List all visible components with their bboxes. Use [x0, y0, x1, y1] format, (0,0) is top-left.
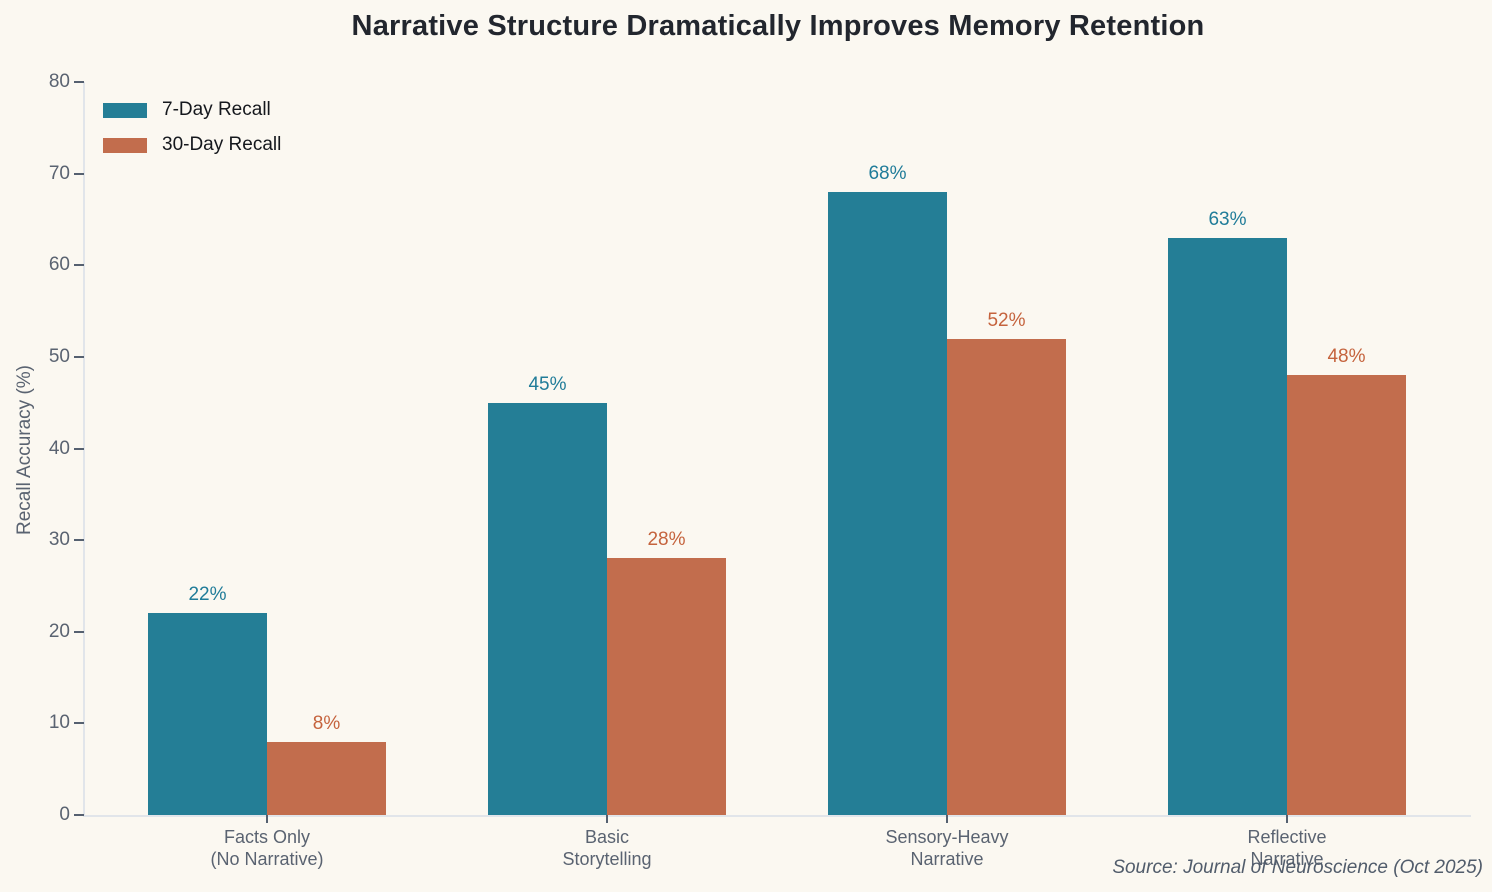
bar-7-day-recall-2: [828, 191, 947, 815]
bar-7-day-recall-3: [1168, 237, 1287, 815]
y-tick-label-80: 80: [48, 71, 70, 92]
legend: 7-Day Recall 30-Day Recall: [103, 99, 281, 156]
y-axis-spine: [83, 82, 85, 817]
category-label-0: Facts Only (No Narrative): [210, 827, 324, 869]
legend-item-7-day-recall: 7-Day Recall: [103, 99, 281, 121]
y-tick-mark-40: [74, 447, 84, 450]
bar-value-label-1-0: 8%: [312, 712, 341, 734]
legend-label-30-day-recall: 30-Day Recall: [162, 134, 282, 155]
bar-30-day-recall-1: [607, 558, 726, 815]
y-tick-label-60: 60: [48, 254, 70, 276]
bar-7-day-recall-1: [488, 402, 607, 815]
x-tick-mark-0: [266, 815, 268, 823]
legend-item-30-day-recall: 30-Day Recall: [103, 134, 281, 156]
category-label-2: Sensory-Heavy Narrative: [885, 827, 1009, 869]
plot-area: 0 10 20 30 40 50 60 70 80 Facts Only (No Narrativ…: [49, 71, 1471, 869]
y-tick-mark-80: [74, 81, 84, 83]
chart-title: Narrative Structure Dramatically Improve…: [351, 10, 1205, 42]
y-tick-mark-0: [74, 814, 84, 816]
y-tick-label-50: 50: [48, 345, 70, 367]
y-tick-mark-60: [74, 264, 84, 267]
y-tick-label-30: 30: [48, 529, 70, 551]
x-axis-spine: [83, 815, 1471, 817]
y-tick-label-40: 40: [48, 437, 70, 459]
y-tick-mark-50: [74, 355, 84, 358]
bar-value-label-0-0: 22%: [188, 584, 227, 606]
bar-value-label-1-2: 52%: [987, 309, 1026, 331]
bar-30-day-recall-2: [947, 338, 1066, 815]
x-tick-mark-1: [606, 815, 608, 823]
y-tick-mark-70: [74, 172, 84, 175]
x-tick-mark-3: [1286, 815, 1288, 823]
bar-7-day-recall-0: [148, 613, 267, 815]
y-tick-label-0: 0: [59, 804, 70, 825]
bar-value-label-1-1: 28%: [647, 529, 686, 551]
x-tick-mark-2: [946, 815, 948, 823]
source-note: Source: Journal of Neuroscience (Oct 202…: [1112, 857, 1483, 878]
bar-value-label-0-2: 68%: [868, 162, 907, 184]
y-tick-label-10: 10: [48, 712, 70, 734]
y-tick-mark-30: [74, 539, 84, 542]
bar-value-label-0-3: 63%: [1208, 208, 1247, 230]
y-tick-mark-20: [74, 630, 84, 633]
legend-swatch-7-day-recall: [103, 102, 147, 118]
bar-value-label-0-1: 45%: [528, 373, 567, 395]
y-tick-label-20: 20: [48, 620, 70, 642]
bar-30-day-recall-0: [267, 741, 386, 815]
bar-value-label-1-3: 48%: [1327, 346, 1366, 368]
category-label-3: Reflective Narrative: [1247, 827, 1327, 869]
bar-30-day-recall-3: [1287, 375, 1406, 815]
legend-label-7-day-recall: 7-Day Recall: [162, 99, 271, 120]
legend-swatch-30-day-recall: [103, 137, 147, 153]
y-tick-label-70: 70: [48, 162, 70, 184]
category-label-1: Basic Storytelling: [562, 827, 652, 869]
y-tick-mark-10: [74, 722, 84, 725]
